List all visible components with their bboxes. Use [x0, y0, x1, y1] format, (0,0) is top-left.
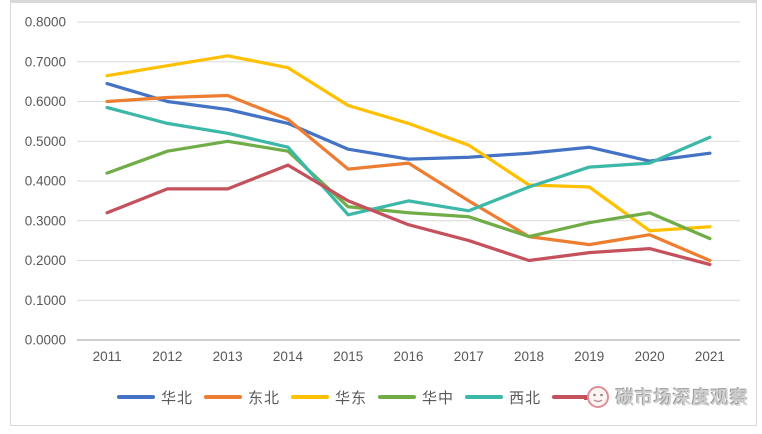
series-line-西北 [105, 105, 712, 217]
series-line-hidden-5 [105, 163, 712, 267]
legend-swatch [552, 395, 591, 399]
y-tick-label: 0.5000 [25, 134, 66, 149]
chart-legend: 华北 东北 华东 华中 西北 [117, 385, 607, 409]
y-tick-label: 0.7000 [25, 54, 66, 69]
legend-swatch [465, 395, 504, 399]
x-tick-label: 2014 [273, 349, 304, 364]
legend-label: 华东 [335, 389, 368, 407]
legend-item-西北: 西北 [465, 387, 541, 408]
legend-item-华中: 华中 [378, 387, 454, 408]
series-line-华北 [105, 81, 712, 163]
y-tick-label: 0.1000 [25, 293, 66, 308]
series-line-华中 [105, 139, 712, 241]
legend-label: 华中 [422, 389, 455, 407]
x-tick-label: 2020 [635, 349, 665, 364]
y-tick-label: 0.8000 [25, 15, 66, 30]
y-tick-label: 0.6000 [25, 94, 66, 109]
watermark: 碳市场深度观察 [582, 381, 749, 413]
series-line-东北 [105, 93, 712, 263]
x-tick-label: 2011 [93, 349, 122, 364]
legend-item-东北: 东北 [204, 387, 280, 408]
y-tick-label: 0.3000 [25, 213, 66, 228]
series-line-华东 [105, 54, 712, 233]
legend-item-华北: 华北 [117, 387, 193, 408]
x-tick-label: 2016 [393, 349, 423, 364]
x-tick-label: 2018 [514, 349, 544, 364]
x-tick-label: 2019 [574, 349, 604, 364]
x-tick-label: 2012 [152, 349, 182, 364]
watermark-text: 碳市场深度观察 [616, 388, 749, 409]
legend-item-华东: 华东 [291, 387, 367, 408]
legend-label: 东北 [248, 389, 281, 407]
y-tick-label: 0.4000 [25, 174, 66, 189]
y-tick-label: 0.0000 [25, 333, 66, 348]
legend-swatch [291, 395, 330, 399]
x-tick-label: 2017 [454, 349, 484, 364]
legend-swatch [117, 395, 155, 399]
x-tick-label: 2013 [213, 349, 243, 364]
y-tick-label: 0.2000 [25, 253, 66, 268]
legend-swatch [204, 395, 243, 399]
legend-item-hidden [552, 395, 596, 399]
legend-label: 西北 [509, 389, 542, 407]
legend-swatch [378, 395, 417, 399]
x-tick-label: 2021 [695, 349, 725, 364]
legend-label: 华北 [161, 389, 194, 407]
x-tick-label: 2015 [333, 349, 363, 364]
watermark-logo-icon [582, 384, 610, 410]
